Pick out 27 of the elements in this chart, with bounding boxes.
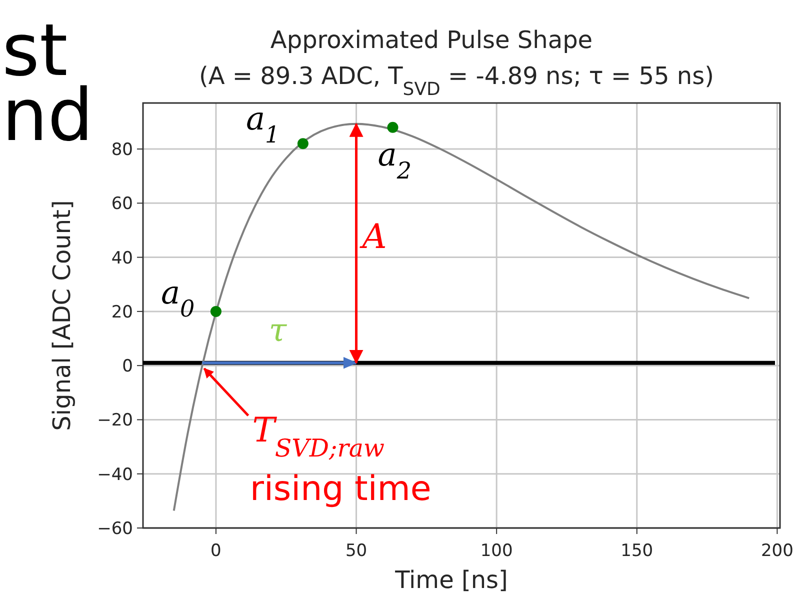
annotation: A [359,217,387,257]
point [210,306,222,317]
y-tick-label: 20 [111,302,133,322]
annotation: a$_{0}$ [160,273,195,322]
annotation: a$_{2}$ [378,135,412,184]
point [387,122,398,133]
annotation: τ [268,310,288,349]
y-tick-label: −40 [97,464,133,485]
y-tick-label: 80 [111,140,133,160]
x-axis-title: Time [ns] [394,566,508,594]
x-tick-label: 150 [620,541,654,561]
y-tick-label: 0 [122,356,133,377]
chart-subtitle: (A = 89.3 ADC, T$_{SVD}$ = -4.89 ns; τ = 55 ns) [199,62,714,100]
y-tick-label: 40 [111,248,133,268]
y-axis-title: Signal [ADC Count] [48,200,76,431]
y-tick-label: −20 [97,410,133,431]
annotation: rising time [250,469,432,509]
point [297,138,308,150]
x-tick-label: 50 [345,541,368,561]
y-tick-label: 60 [111,194,133,214]
annotation: T$_{SVD;raw}$ [252,410,385,462]
chart-title: Approximated Pulse Shape [270,26,593,54]
y-tick-label: −60 [97,519,133,539]
x-tick-label: 200 [760,541,794,561]
x-tick-label: 100 [480,541,513,561]
x-tick-label: 0 [210,541,222,561]
annotation: a$_{1}$ [246,100,280,149]
